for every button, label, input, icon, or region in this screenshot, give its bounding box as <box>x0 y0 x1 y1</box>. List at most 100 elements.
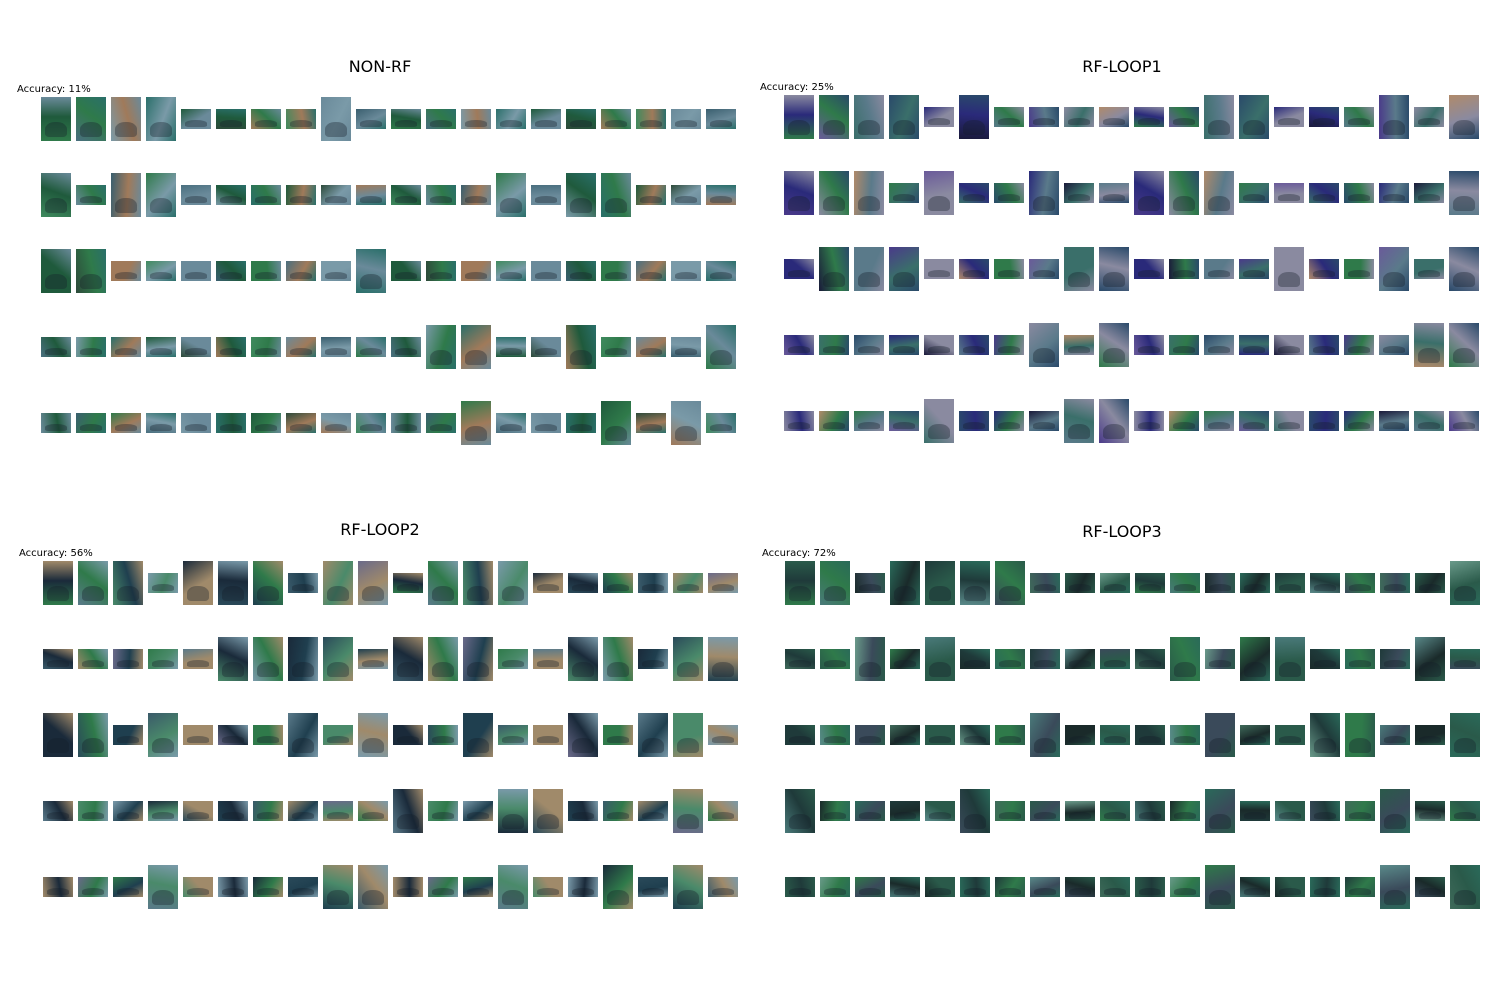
accuracy-label: Accuracy: 56% <box>19 548 93 559</box>
thumbnail-image <box>924 171 954 215</box>
thumbnail-image <box>356 413 386 433</box>
thumbnail-image <box>638 713 668 757</box>
thumbnail-image <box>819 171 849 215</box>
thumbnail-image <box>1344 259 1374 279</box>
thumbnail-image <box>393 573 423 593</box>
thumbnail-image <box>889 411 919 431</box>
thumbnail-image <box>820 801 850 821</box>
thumbnail-image <box>820 725 850 745</box>
thumbnail-image <box>1310 713 1340 757</box>
thumbnail-image <box>531 337 561 357</box>
thumbnail-image <box>706 413 736 433</box>
thumbnail-image <box>708 801 738 821</box>
thumbnail-image <box>393 725 423 745</box>
thumbnail-image <box>1414 411 1444 431</box>
thumbnail-image <box>1134 171 1164 215</box>
thumbnail-image <box>43 801 73 821</box>
thumbnail-image <box>146 173 176 217</box>
thumbnail-image <box>1345 573 1375 593</box>
thumbnail-image <box>1240 801 1270 821</box>
thumbnail-image <box>706 185 736 205</box>
thumbnail-image <box>1064 335 1094 355</box>
thumbnail-image <box>1345 649 1375 669</box>
thumbnail-image <box>461 261 491 281</box>
thumbnail-image <box>994 259 1024 279</box>
thumbnail-image <box>286 413 316 433</box>
thumbnail-image <box>890 801 920 821</box>
thumbnail-image <box>924 107 954 127</box>
thumbnail-image <box>1344 411 1374 431</box>
thumbnail-image <box>889 247 919 291</box>
thumbnail-image <box>1100 801 1130 821</box>
thumbnail-image <box>111 413 141 433</box>
thumbnail-image <box>1450 561 1480 605</box>
thumbnail-image <box>1275 573 1305 593</box>
thumbnail-image <box>1099 183 1129 203</box>
thumbnail-image <box>1415 725 1445 745</box>
thumbnail-image <box>1345 877 1375 897</box>
thumbnail-image <box>785 561 815 605</box>
thumbnail-image <box>323 637 353 681</box>
thumbnail-image <box>854 95 884 139</box>
thumbnail-image <box>1204 259 1234 279</box>
thumbnail-image <box>1240 637 1270 681</box>
thumbnail-image <box>43 713 73 757</box>
thumbnail-image <box>995 801 1025 821</box>
thumbnail-image <box>785 725 815 745</box>
thumbnail-image <box>251 261 281 281</box>
thumbnail-image <box>1064 247 1094 291</box>
accuracy-label: Accuracy: 72% <box>762 548 836 559</box>
thumbnail-image <box>358 649 388 669</box>
thumbnail-image <box>113 561 143 605</box>
thumbnail-image <box>1414 107 1444 127</box>
thumbnail-image <box>1099 399 1129 443</box>
panel-title: RF-LOOP2 <box>340 520 420 539</box>
thumbnail-image <box>1205 713 1235 757</box>
thumbnail-image <box>216 337 246 357</box>
thumbnail-image <box>148 801 178 821</box>
thumbnail-image <box>393 789 423 833</box>
thumbnail-image <box>146 97 176 141</box>
thumbnail-image <box>43 649 73 669</box>
thumbnail-image <box>568 877 598 897</box>
thumbnail-image <box>855 877 885 897</box>
thumbnail-image <box>426 261 456 281</box>
thumbnail-image <box>855 573 885 593</box>
thumbnail-image <box>496 337 526 357</box>
thumbnail-image <box>671 261 701 281</box>
thumbnail-image <box>1414 323 1444 367</box>
thumbnail-image <box>1030 649 1060 669</box>
thumbnail-image <box>216 109 246 129</box>
thumbnail-image <box>1100 877 1130 897</box>
thumbnail-image <box>426 109 456 129</box>
thumbnail-image <box>288 877 318 897</box>
thumbnail-image <box>531 413 561 433</box>
thumbnail-image <box>1169 171 1199 215</box>
thumbnail-image <box>1065 573 1095 593</box>
thumbnail-image <box>855 637 885 681</box>
thumbnail-image <box>708 637 738 681</box>
thumbnail-image <box>76 413 106 433</box>
thumbnail-image <box>41 249 71 293</box>
thumbnail-image <box>218 561 248 605</box>
thumbnail-image <box>181 261 211 281</box>
thumbnail-image <box>1415 877 1445 897</box>
thumbnail-image <box>671 109 701 129</box>
thumbnail-image <box>1449 171 1479 215</box>
thumbnail-image <box>708 725 738 745</box>
thumbnail-image <box>288 801 318 821</box>
thumbnail-image <box>960 877 990 897</box>
thumbnail-image <box>1134 107 1164 127</box>
panel-title: RF-LOOP3 <box>1082 522 1162 541</box>
thumbnail-image <box>671 337 701 357</box>
thumbnail-image <box>498 561 528 605</box>
thumbnail-image <box>321 185 351 205</box>
thumbnail-image <box>601 109 631 129</box>
thumbnail-image <box>218 877 248 897</box>
thumbnail-image <box>78 877 108 897</box>
thumbnail-image <box>111 261 141 281</box>
thumbnail-image <box>994 335 1024 355</box>
thumbnail-image <box>111 173 141 217</box>
thumbnail-image <box>1414 183 1444 203</box>
thumbnail-image <box>1379 247 1409 291</box>
